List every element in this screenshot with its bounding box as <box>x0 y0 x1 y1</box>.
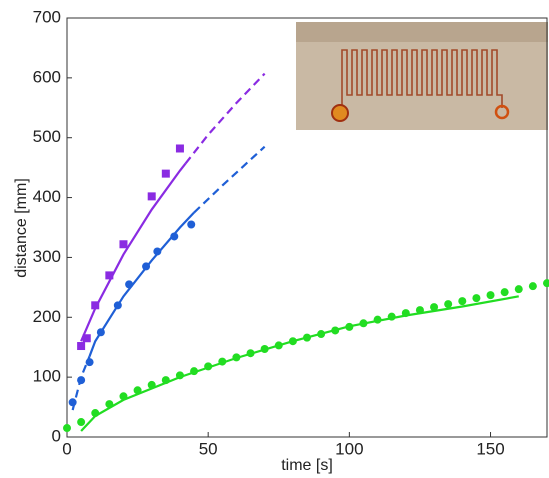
data-point <box>113 301 122 310</box>
data-point <box>119 240 128 249</box>
fit-line <box>88 211 195 357</box>
data-point <box>77 342 86 351</box>
data-point <box>430 303 439 312</box>
x-axis-label: time [s] <box>281 457 333 474</box>
data-point <box>161 169 170 178</box>
data-point <box>105 271 114 280</box>
y-tick-label: 300 <box>33 247 61 266</box>
y-axis-label: distance [mm] <box>13 178 30 278</box>
data-point <box>142 262 151 271</box>
data-point <box>387 312 396 321</box>
inlet <box>331 104 349 122</box>
data-point <box>218 357 227 366</box>
data-point <box>345 322 354 331</box>
data-point <box>373 315 382 324</box>
y-tick-label: 700 <box>33 7 61 26</box>
x-tick-label: 100 <box>335 439 363 458</box>
data-point <box>331 326 340 335</box>
data-point <box>161 376 170 385</box>
data-point <box>317 330 326 339</box>
data-point <box>96 328 105 337</box>
data-point <box>288 337 297 346</box>
y-tick-label: 600 <box>33 67 61 86</box>
y-tick-label: 500 <box>33 127 61 146</box>
data-point <box>77 418 86 427</box>
y-tick-label: 0 <box>52 426 61 445</box>
data-point <box>401 309 410 318</box>
data-point <box>133 386 142 395</box>
photo-band <box>296 22 548 42</box>
y-tick-label: 400 <box>33 187 61 206</box>
data-point <box>458 297 467 306</box>
plot-frame <box>66 17 548 438</box>
data-point <box>125 280 134 289</box>
fit-line <box>80 295 519 432</box>
data-point <box>85 358 94 367</box>
data-point <box>77 376 86 385</box>
data-point <box>274 341 283 350</box>
data-point <box>260 345 269 354</box>
data-point <box>170 232 179 241</box>
x-tick-label: 50 <box>199 439 218 458</box>
fit-line <box>184 72 266 165</box>
data-point <box>246 349 255 358</box>
fit-line <box>193 145 266 214</box>
data-point <box>119 392 128 401</box>
data-point <box>543 279 549 288</box>
data-point <box>91 301 100 310</box>
data-point <box>147 192 156 201</box>
data-point <box>472 294 481 303</box>
data-point <box>359 319 368 328</box>
data-point <box>91 409 100 418</box>
data-point <box>232 353 241 362</box>
y-tick-label: 100 <box>33 367 61 386</box>
data-point <box>514 285 523 294</box>
data-point <box>500 288 509 297</box>
data-point <box>153 247 162 256</box>
data-point <box>105 400 114 409</box>
channel <box>341 49 503 108</box>
data-point <box>147 380 156 389</box>
data-point <box>415 306 424 315</box>
inset-photo <box>296 22 548 130</box>
x-tick-label: 150 <box>476 439 504 458</box>
data-point <box>204 362 213 371</box>
data-point <box>63 424 71 433</box>
data-point <box>187 220 196 229</box>
data-point <box>528 282 537 291</box>
data-point <box>82 334 91 343</box>
data-point <box>303 333 311 342</box>
data-point <box>444 300 453 309</box>
fit-line <box>80 162 187 342</box>
data-point <box>486 291 495 300</box>
data-point <box>190 367 199 376</box>
outlet <box>494 104 510 120</box>
data-point <box>175 371 184 380</box>
x-tick-label: 0 <box>62 439 71 458</box>
data-point <box>68 398 77 407</box>
y-tick-label: 200 <box>33 307 61 326</box>
data-point <box>175 144 184 153</box>
